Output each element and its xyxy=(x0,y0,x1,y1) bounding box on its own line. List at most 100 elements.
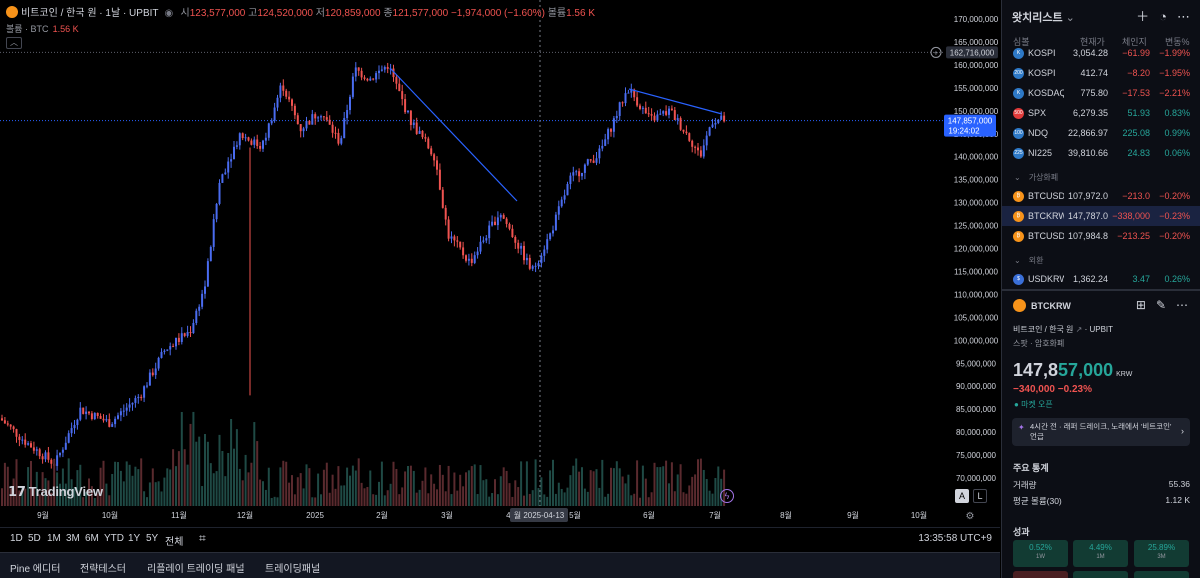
volume-bar xyxy=(259,479,262,506)
range-5y-button[interactable]: 5Y xyxy=(146,533,159,544)
row-last: 6,279.35 xyxy=(1072,108,1108,118)
legend-title[interactable]: 비트코인 / 한국 원 · 1날 · UPBIT xyxy=(21,8,159,19)
volume-bar xyxy=(496,494,499,506)
section-fx[interactable]: ⌄ 외환 xyxy=(1014,256,1044,265)
candle xyxy=(508,223,511,229)
candle xyxy=(314,114,317,119)
gear-icon[interactable]: ⚙ xyxy=(966,511,975,522)
range-1m-button[interactable]: 1M xyxy=(47,533,61,544)
volume-bar xyxy=(627,474,630,506)
range-ytd-button[interactable]: YTD xyxy=(104,533,124,544)
tab-pine-editor[interactable]: Pine 에디터 xyxy=(10,564,61,575)
candle xyxy=(647,113,650,115)
candle xyxy=(378,70,380,74)
volume-bar xyxy=(699,458,702,506)
grid-icon[interactable]: ⊞ xyxy=(1135,298,1146,312)
candle xyxy=(296,115,299,125)
candle xyxy=(218,182,221,204)
performance-title: 성과 xyxy=(1013,527,1030,537)
edit-icon[interactable]: ✎ xyxy=(1155,298,1166,312)
tab-strategy-tester[interactable]: 전략테스터 xyxy=(80,564,126,575)
volume-bar xyxy=(456,490,459,506)
panel-divider[interactable] xyxy=(1002,289,1200,291)
range-6m-button[interactable]: 6M xyxy=(85,533,99,544)
candle xyxy=(172,346,175,348)
watchlist-title[interactable]: 왓치리스트 ⌄ xyxy=(1012,12,1075,24)
trend-line[interactable] xyxy=(628,88,723,115)
volume-bar xyxy=(44,478,47,506)
market-status[interactable]: ● 마켓 오픈 xyxy=(1014,400,1053,409)
add-alert-icon[interactable] xyxy=(930,46,942,58)
calendar-range-icon[interactable]: ⌗ xyxy=(199,531,206,545)
more-icon[interactable]: ⋯ xyxy=(1176,298,1188,312)
candle xyxy=(221,174,224,183)
log-scale-button[interactable]: L xyxy=(973,489,987,503)
volume-bar xyxy=(650,492,653,506)
row-percent: 0.99% xyxy=(1164,128,1190,138)
news-card[interactable]: ✦ 4시간 전 · 래퍼 드레이크, 노래에서 '비트코인' 언급 › xyxy=(1012,418,1190,446)
row-percent: 0.26% xyxy=(1164,274,1190,284)
range-all-button[interactable]: 전체 xyxy=(165,537,184,548)
volume-bar xyxy=(711,493,714,506)
candle xyxy=(479,241,482,252)
volume-bar xyxy=(505,470,508,506)
watchlist-row[interactable]: K KOSPI 3,054.28 −61.99 −1.99% xyxy=(1002,43,1200,63)
candle xyxy=(450,236,453,239)
candle xyxy=(311,114,314,125)
watchlist-row[interactable]: 225 NI225 39,810.66 24.83 0.06% xyxy=(1002,143,1200,163)
tab-replay-trading[interactable]: 리플레이 트레이딩 패널 xyxy=(147,564,245,575)
watchlist-row[interactable]: ₿ BTCKRW 147,787.0 −338,000 −0.23% xyxy=(1002,206,1200,226)
range-3m-button[interactable]: 3M xyxy=(66,533,80,544)
eye-icon[interactable]: ◉ xyxy=(164,8,174,19)
candle xyxy=(447,219,450,239)
volume-bar xyxy=(621,476,624,506)
candle xyxy=(201,293,204,307)
perf-row2-box[interactable] xyxy=(1013,571,1068,578)
row-change: −213.0 xyxy=(1122,191,1150,201)
tradingview-logo[interactable]: 𝟭𝟳 TradingView xyxy=(8,484,103,499)
watchlist-row[interactable]: 100 NDQ 22,866.97 225.08 0.99% xyxy=(1002,123,1200,143)
volume-bar xyxy=(102,460,105,506)
watchlist-row[interactable]: ₿ BTCUSD 107,972.0 −213.0 −0.20% xyxy=(1002,186,1200,206)
lightning-icon[interactable]: ϟ xyxy=(720,489,734,503)
candle xyxy=(433,154,436,161)
volume-bar xyxy=(35,471,38,506)
auto-scale-button[interactable]: A xyxy=(955,489,969,503)
section-crypto[interactable]: ⌄ 가상화폐 xyxy=(1014,173,1059,182)
range-1d-button[interactable]: 1D xyxy=(10,533,23,544)
legend-open: 123,577,000 xyxy=(189,8,246,19)
chart-area[interactable]: 170,000,000 165,000,000 160,000,000 155,000… xyxy=(0,0,1000,524)
watchlist-row[interactable]: 200 KOSPI 412.74 −8.20 −1.95% xyxy=(1002,63,1200,83)
row-symbol: KOSDAQ xyxy=(1028,88,1064,98)
candle xyxy=(276,97,279,108)
row-last: 775.80 xyxy=(1080,88,1108,98)
candle xyxy=(456,240,459,242)
clock-icon[interactable]: ◔ xyxy=(1159,9,1167,24)
external-link-icon[interactable]: ↗ xyxy=(1075,325,1083,334)
perf-row2-box[interactable] xyxy=(1134,571,1189,578)
volume-bar xyxy=(543,494,546,506)
watchlist-row[interactable]: 500 SPX 6,279.35 51.93 0.83% xyxy=(1002,103,1200,123)
candle xyxy=(615,115,618,119)
watchlist-row[interactable]: K KOSDAQ 775.80 −17.53 −2.21% xyxy=(1002,83,1200,103)
range-5d-button[interactable]: 5D xyxy=(28,533,41,544)
perf-1w[interactable]: 0.52% 1W xyxy=(1013,540,1068,567)
more-icon[interactable]: ⋯ xyxy=(1177,9,1190,24)
tab-trading-panel[interactable]: 트레이딩패널 xyxy=(265,564,321,575)
clock-timezone[interactable]: 13:35:58 UTC+9 xyxy=(918,533,992,544)
perf-3m[interactable]: 25.89% 3M xyxy=(1134,540,1189,567)
volume-legend[interactable]: 볼륨 · BTC 1.56 K xyxy=(6,24,79,34)
watchlist-row[interactable]: ₿ BTCUSD 107,984.8 −213.25 −0.20% xyxy=(1002,226,1200,246)
range-1y-button[interactable]: 1Y xyxy=(128,533,141,544)
price-axis-label: 75,000,000 xyxy=(956,451,997,460)
price-chart[interactable]: 170,000,000 165,000,000 160,000,000 155,000… xyxy=(0,0,1000,524)
add-symbol-icon[interactable]: ＋ xyxy=(1136,9,1150,24)
perf-row2-box[interactable] xyxy=(1073,571,1128,578)
row-last: 147,787.0 xyxy=(1067,211,1108,221)
candle xyxy=(656,114,659,121)
collapse-legend-button[interactable]: ︿ xyxy=(6,37,22,49)
candle xyxy=(491,221,494,226)
watchlist-row[interactable]: $ USDKRW 1,362.24 3.47 0.26% xyxy=(1002,269,1200,289)
trend-line[interactable] xyxy=(389,67,518,202)
perf-1m[interactable]: 4.49% 1M xyxy=(1073,540,1128,567)
